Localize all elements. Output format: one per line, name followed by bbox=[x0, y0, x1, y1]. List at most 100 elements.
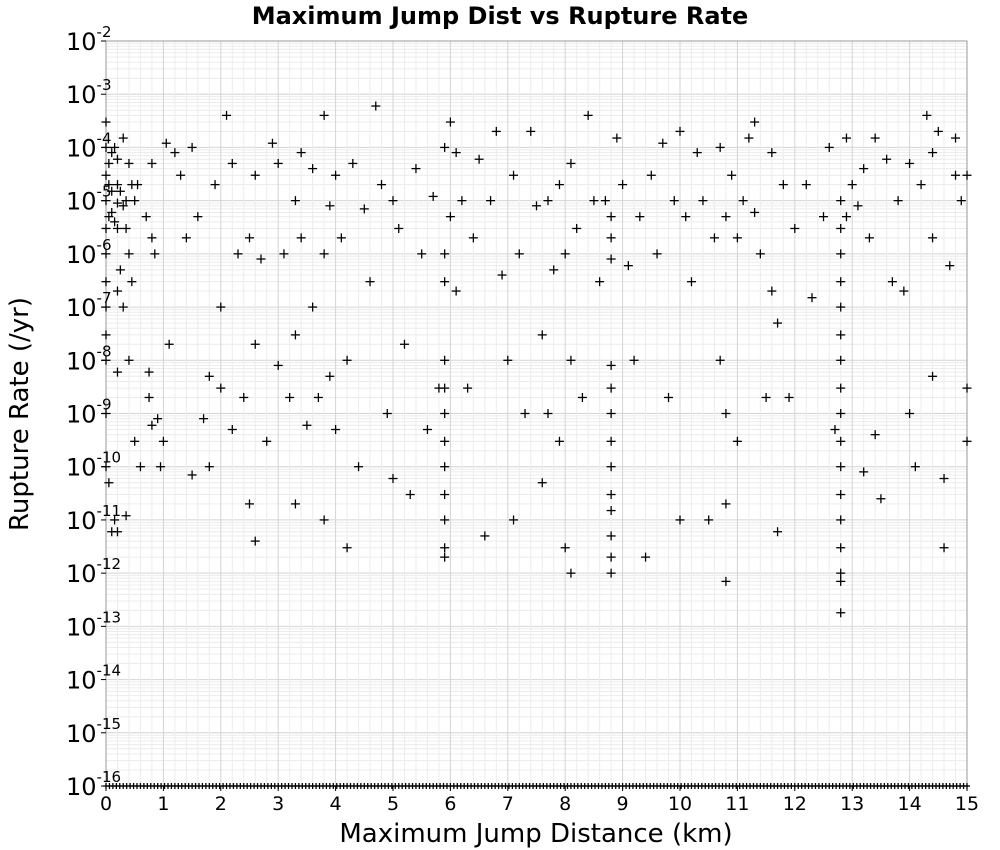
data-point bbox=[290, 196, 300, 206]
data-point bbox=[325, 371, 335, 381]
data-point bbox=[104, 180, 114, 190]
data-point bbox=[566, 158, 576, 168]
data-point bbox=[104, 158, 114, 168]
data-point bbox=[606, 531, 616, 541]
data-point bbox=[210, 180, 220, 190]
data-point bbox=[170, 148, 180, 158]
data-point bbox=[440, 515, 450, 525]
data-point bbox=[187, 142, 197, 152]
data-point bbox=[227, 158, 237, 168]
data-point bbox=[709, 233, 719, 243]
data-point bbox=[882, 154, 892, 164]
data-point bbox=[577, 392, 587, 402]
data-point bbox=[836, 436, 846, 446]
data-point bbox=[859, 164, 869, 174]
data-point bbox=[721, 409, 731, 418]
data-point bbox=[497, 270, 507, 280]
data-point bbox=[342, 543, 352, 553]
data-point bbox=[222, 110, 232, 120]
data-point bbox=[417, 249, 427, 259]
data-point bbox=[440, 383, 450, 393]
data-point bbox=[560, 543, 570, 553]
data-point bbox=[922, 110, 932, 120]
data-point bbox=[824, 142, 834, 152]
data-point bbox=[267, 138, 277, 148]
y-tick-label: 10-4 bbox=[66, 129, 112, 162]
data-point bbox=[440, 277, 450, 287]
data-point bbox=[233, 249, 243, 259]
y-tick-label: 10-3 bbox=[66, 76, 112, 109]
data-point bbox=[870, 430, 880, 440]
data-point bbox=[801, 180, 811, 190]
data-point bbox=[161, 138, 171, 148]
data-point bbox=[308, 164, 318, 174]
data-point bbox=[560, 249, 570, 259]
data-point bbox=[698, 196, 708, 206]
data-point bbox=[474, 154, 484, 164]
data-point bbox=[457, 196, 467, 206]
data-point bbox=[104, 478, 114, 488]
data-point bbox=[382, 409, 392, 418]
data-point bbox=[962, 383, 972, 393]
data-point bbox=[681, 212, 691, 222]
y-tick-label: 10-2 bbox=[66, 23, 112, 56]
x-tick-label: 15 bbox=[955, 793, 979, 815]
data-point bbox=[928, 371, 938, 381]
data-point bbox=[110, 515, 120, 525]
data-point bbox=[141, 212, 151, 222]
data-point bbox=[962, 170, 972, 180]
data-point bbox=[290, 499, 300, 509]
data-point bbox=[107, 148, 117, 158]
data-point bbox=[377, 180, 387, 190]
data-point bbox=[290, 330, 300, 340]
data-point bbox=[704, 515, 714, 525]
data-point bbox=[939, 474, 949, 484]
y-tick-label: 10-5 bbox=[66, 183, 112, 216]
data-point bbox=[939, 543, 949, 553]
data-point bbox=[784, 392, 794, 402]
data-point bbox=[144, 392, 154, 402]
data-point bbox=[313, 392, 323, 402]
data-point bbox=[658, 138, 668, 148]
data-point bbox=[279, 249, 289, 259]
floor-point bbox=[964, 783, 970, 789]
data-point bbox=[675, 126, 685, 136]
data-point bbox=[440, 409, 450, 418]
data-point bbox=[319, 515, 329, 525]
data-point bbox=[118, 201, 128, 211]
data-point bbox=[348, 158, 358, 168]
data-point bbox=[819, 212, 828, 222]
data-point bbox=[440, 552, 450, 562]
data-point bbox=[124, 355, 134, 365]
data-point bbox=[675, 515, 685, 525]
y-tick-label: 10-13 bbox=[66, 608, 121, 641]
y-tick-label: 10-16 bbox=[66, 768, 121, 801]
data-point bbox=[204, 462, 214, 472]
data-point bbox=[359, 204, 369, 214]
data-point bbox=[216, 383, 226, 393]
data-point bbox=[216, 302, 226, 312]
data-point bbox=[101, 117, 111, 127]
data-point bbox=[847, 180, 857, 190]
data-point bbox=[147, 158, 157, 168]
data-point bbox=[836, 490, 846, 500]
x-tick-label: 14 bbox=[898, 793, 922, 815]
data-point bbox=[767, 286, 777, 296]
data-point bbox=[124, 249, 134, 259]
x-tick-label: 13 bbox=[840, 793, 864, 815]
data-point bbox=[721, 499, 731, 509]
data-point bbox=[440, 355, 450, 365]
y-tick-label: 10-12 bbox=[66, 555, 121, 588]
data-point bbox=[121, 196, 131, 206]
x-tick-label: 8 bbox=[559, 793, 571, 815]
data-point bbox=[905, 158, 915, 168]
data-point bbox=[445, 212, 455, 222]
data-point bbox=[112, 286, 122, 296]
data-point bbox=[836, 383, 846, 393]
data-point bbox=[778, 180, 788, 190]
data-point bbox=[463, 383, 473, 393]
data-point bbox=[606, 360, 616, 370]
data-point bbox=[686, 277, 696, 287]
data-point bbox=[101, 277, 111, 287]
